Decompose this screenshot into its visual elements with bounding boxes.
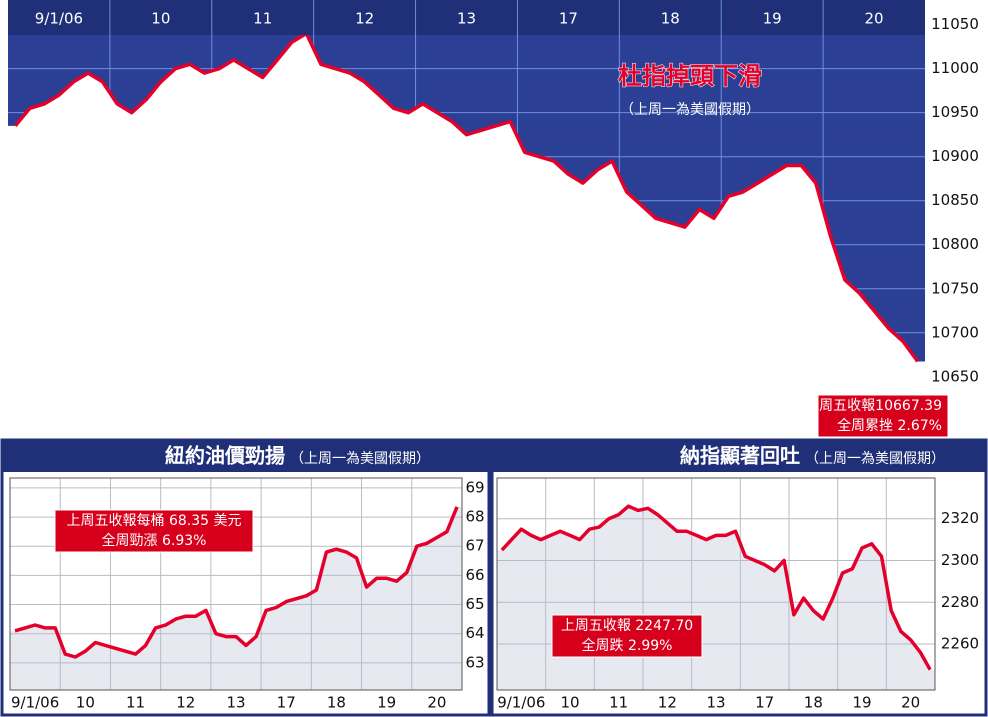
y-tick-label: 11050 — [931, 15, 979, 33]
price-line — [14, 506, 459, 659]
y-tick-label: 2320 — [941, 509, 979, 527]
annotation-box — [54, 509, 254, 553]
x-tick-label: 9/1/06 — [11, 694, 59, 712]
y-tick-label: 66 — [465, 566, 484, 584]
area-fill — [8, 33, 925, 390]
x-tick-label: 13 — [706, 694, 725, 712]
y-tick-label: 10950 — [931, 103, 979, 121]
annotation-box — [551, 614, 703, 658]
oil-title-bar — [3, 441, 488, 472]
y-tick-label: 63 — [465, 653, 484, 671]
chart-title: 納指顯著回吐 — [680, 444, 800, 468]
x-tick-label: 10 — [560, 694, 579, 712]
x-tick-label: 10 — [76, 694, 95, 712]
y-tick-label: 69 — [465, 478, 484, 496]
y-tick-label: 68 — [465, 508, 484, 526]
area-fill — [10, 506, 462, 690]
annotation-box — [817, 394, 949, 438]
x-tick-label: 12 — [176, 694, 195, 712]
plot-frame — [9, 477, 463, 691]
chart-subtitle: （上周一為美國假期） — [620, 102, 760, 118]
x-tick-label: 13 — [226, 694, 245, 712]
y-tick-label: 2260 — [941, 635, 979, 653]
y-tick-label: 10750 — [931, 279, 979, 297]
chart-title: 紐約油價勁揚 — [165, 444, 285, 468]
price-line — [13, 31, 920, 363]
y-tick-label: 10800 — [931, 235, 979, 253]
annotation-text: 上周五收報每桶 68.35 美元 — [67, 513, 242, 529]
y-tick-label: 11000 — [931, 59, 979, 77]
x-tick-label: 19 — [377, 694, 396, 712]
nasdaq-title-bar — [493, 441, 985, 472]
x-tick-label: 11 — [126, 694, 145, 712]
y-tick-label: 10850 — [931, 191, 979, 209]
x-tick-label: 20 — [427, 694, 446, 712]
x-tick-label: 18 — [804, 694, 823, 712]
y-tick-label: 2280 — [941, 593, 979, 611]
x-tick-label: 10 — [151, 10, 170, 28]
chart-subtitle: （上周一為美國假期） — [805, 451, 945, 467]
x-tick-label: 18 — [661, 10, 680, 28]
x-tick-label: 20 — [865, 10, 884, 28]
y-tick-label: 10900 — [931, 147, 979, 165]
chart-subtitle: （上周一為美國假期） — [290, 451, 430, 467]
x-tick-label: 12 — [658, 694, 677, 712]
y-tick-label: 64 — [465, 624, 484, 642]
annotation-text: 全周累挫 2.67% — [837, 417, 942, 434]
date-header — [8, 0, 925, 35]
y-tick-label: 65 — [465, 595, 484, 613]
x-tick-label: 9/1/06 — [35, 10, 83, 28]
y-tick-label: 67 — [465, 537, 484, 555]
price-line — [500, 504, 932, 671]
x-tick-label: 13 — [457, 10, 476, 28]
annotation-text: 全周勁漲 6.93% — [102, 532, 207, 549]
x-tick-label: 19 — [852, 694, 871, 712]
x-tick-label: 12 — [355, 10, 374, 28]
y-tick-label: 2300 — [941, 551, 979, 569]
x-tick-label: 17 — [755, 694, 774, 712]
x-tick-label: 9/1/06 — [497, 694, 545, 712]
x-tick-label: 18 — [327, 694, 346, 712]
x-tick-label: 20 — [901, 694, 920, 712]
y-tick-label: 10650 — [931, 367, 979, 385]
annotation-text: 上周五收報 2247.70 — [561, 618, 693, 634]
chart-title: 杜指掉頭下滑 — [618, 62, 762, 90]
x-tick-label: 11 — [253, 10, 272, 28]
plot-frame — [496, 477, 936, 691]
x-tick-label: 19 — [763, 10, 782, 28]
x-tick-label: 11 — [609, 694, 628, 712]
annotation-text: 上周五收報10667.39 — [805, 398, 942, 414]
y-tick-label: 10700 — [931, 323, 979, 341]
annotation-text: 全周跌 2.99% — [582, 637, 673, 654]
x-tick-label: 17 — [559, 10, 578, 28]
x-tick-label: 17 — [277, 694, 296, 712]
